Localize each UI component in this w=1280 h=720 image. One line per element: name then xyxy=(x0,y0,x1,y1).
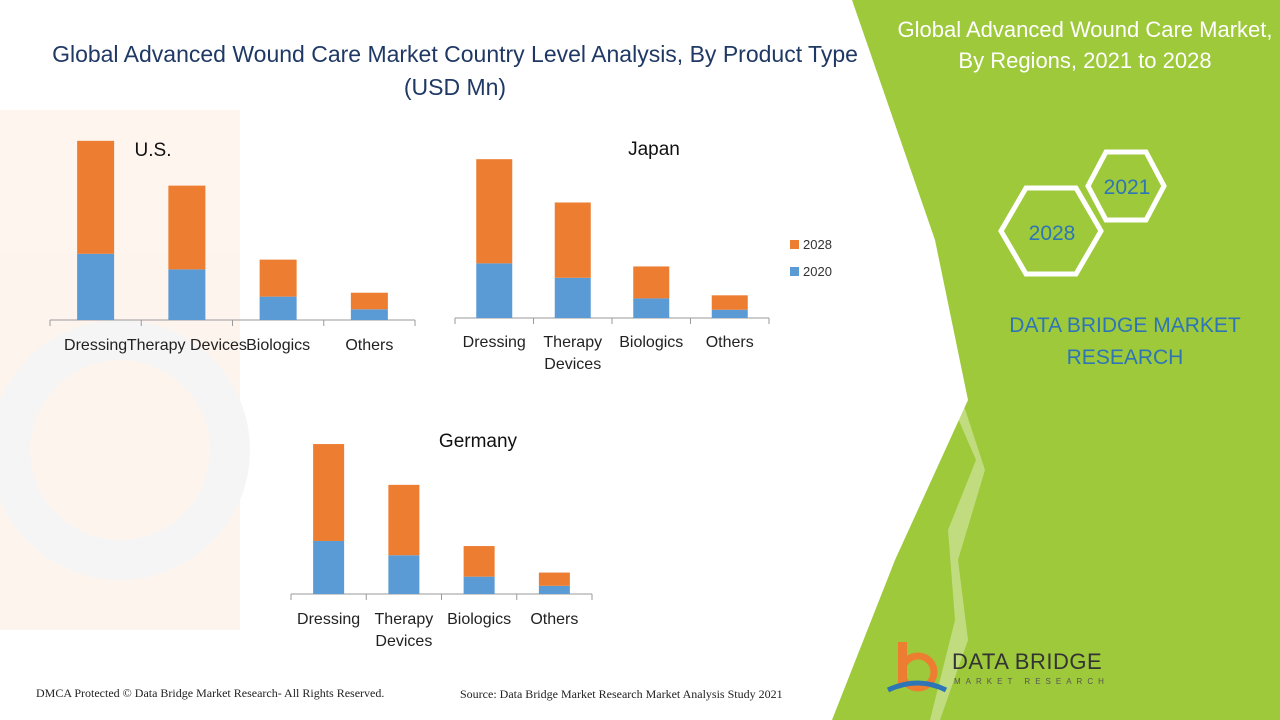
bar-2028-biologics xyxy=(633,266,670,299)
chart-panel-title: Japan xyxy=(628,139,680,160)
legend-label-2020: 2020 xyxy=(803,264,832,279)
bar-2020-others xyxy=(350,309,388,320)
charts-group: U.S.Dressing Therapy Devices Biologics Othe… xyxy=(49,139,770,650)
category-label: Others xyxy=(706,334,754,351)
side-panel-title: Global Advanced Wound Care Market, By Re… xyxy=(897,17,1273,73)
bar-2020-others xyxy=(538,585,570,594)
hexagon-2021 xyxy=(1085,149,1167,223)
legend-swatch-2028 xyxy=(790,240,799,249)
legend-label-2028: 2028 xyxy=(803,237,832,252)
category-label: Biologics xyxy=(447,611,511,628)
legend-swatch-2020 xyxy=(790,267,799,276)
bar-2028-biologics xyxy=(463,546,495,577)
hexagon-2021-label: 2021 xyxy=(1104,176,1151,199)
bar-2020-dressing xyxy=(77,253,115,320)
side-panel xyxy=(832,0,1280,720)
chart-title: Global Advanced Wound Care Market Countr… xyxy=(52,41,858,100)
legend: 2028 2020 xyxy=(790,237,832,279)
bar-2020-biologics xyxy=(259,296,297,320)
logo-name: DATA BRIDGE xyxy=(952,649,1103,674)
bar-2028-therapy-devices xyxy=(388,484,420,556)
bar-2020-therapy-devices xyxy=(388,555,420,594)
copyright-note: DMCA Protected © Data Bridge Market Rese… xyxy=(36,686,385,700)
chart-japan: Japan Dressing Therapy Devices Biologics Othe… xyxy=(454,139,770,373)
bar-2020-biologics xyxy=(633,298,670,318)
category-label: Dressing xyxy=(463,334,526,351)
source-note: Source: Data Bridge Market Research Mark… xyxy=(460,687,783,701)
bar-2020-others xyxy=(711,309,748,318)
logo-subtitle: MARKET RESEARCH xyxy=(954,677,1109,686)
bar-2028-dressing xyxy=(77,140,115,254)
category-label: Devices xyxy=(544,356,601,373)
bar-2028-biologics xyxy=(259,259,297,297)
chart-germany: Germany Dressing Therapy Devices Biologics Ot… xyxy=(290,431,593,650)
category-label: Therapy xyxy=(375,611,434,628)
bar-2020-dressing xyxy=(476,263,513,318)
bar-2020-biologics xyxy=(463,576,495,594)
category-label: Therapy Devices xyxy=(127,337,247,354)
bar-2028-others xyxy=(711,295,748,310)
chart-u-s-: U.S. Dressing Therapy Devices Biologics Othe… xyxy=(49,140,416,354)
hexagon-2028-label: 2028 xyxy=(1029,222,1076,245)
bar-2028-dressing xyxy=(476,159,513,264)
bar-2028-therapy-devices xyxy=(168,185,206,270)
category-label: Therapy xyxy=(543,334,602,351)
side-panel-white-band xyxy=(930,400,985,720)
category-label: Others xyxy=(345,337,393,354)
category-label: Devices xyxy=(375,633,432,650)
bar-2028-therapy-devices xyxy=(554,202,591,278)
category-label: Dressing xyxy=(297,611,360,628)
chart-panel-title: U.S. xyxy=(135,140,172,161)
category-label: Biologics xyxy=(619,334,683,351)
bar-2020-therapy-devices xyxy=(168,269,206,320)
category-label: Biologics xyxy=(246,337,310,354)
bar-2028-others xyxy=(538,572,570,586)
category-label: Dressing xyxy=(64,337,127,354)
bar-2028-dressing xyxy=(313,444,345,541)
brand-name: DATA BRIDGE MARKET RESEARCH xyxy=(1009,314,1241,369)
bar-2028-others xyxy=(350,292,388,310)
logo-mark xyxy=(886,642,948,693)
bar-2020-therapy-devices xyxy=(554,277,591,318)
category-label: Others xyxy=(530,611,578,628)
hexagon-2028 xyxy=(998,185,1104,277)
chart-panel-title: Germany xyxy=(439,431,518,452)
bar-2020-dressing xyxy=(313,540,345,594)
